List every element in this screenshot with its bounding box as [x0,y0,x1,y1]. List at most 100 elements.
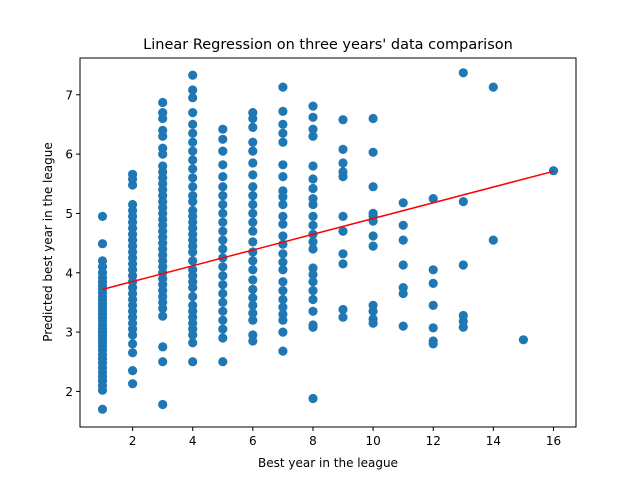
data-point [368,182,378,192]
data-point [338,172,348,182]
data-point [248,191,258,201]
data-point [308,294,318,305]
data-point [218,357,228,367]
data-point [158,303,168,313]
data-point [248,170,258,180]
data-point [308,211,318,221]
data-point [338,115,348,125]
data-point [278,327,288,337]
data-point [278,160,288,170]
data-point [188,93,198,103]
y-axis-label: Predicted best year in the league [41,142,55,341]
y-tick-label: 5 [65,207,73,221]
data-point [308,101,318,111]
data-point [278,286,288,296]
data-point [278,315,288,325]
data-point [278,257,288,267]
data-point [368,318,378,328]
y-axis-ticks: 2 3 4 5 6 7 [65,88,80,399]
data-point [278,219,288,229]
data-point [218,172,228,182]
data-point [488,235,498,245]
data-point [308,183,318,194]
data-point [278,346,288,356]
data-point [248,217,258,227]
data-point [338,312,348,322]
data-point [308,244,318,254]
data-point [158,342,168,352]
data-point [248,275,258,285]
data-point [278,231,288,241]
data-point [398,260,408,270]
data-point [368,147,378,157]
data-point [278,294,288,305]
data-point [158,113,168,124]
x-tick-label: 6 [249,434,257,448]
data-point [398,198,408,208]
data-point [218,244,228,254]
x-tick-label: 12 [426,434,441,448]
data-point [338,211,348,221]
data-point [308,199,318,210]
data-point [188,155,198,165]
data-point [458,260,468,270]
data-point [128,366,138,376]
data-point [518,335,529,345]
regression-line [102,170,554,291]
data-point [338,158,348,168]
data-point [308,286,318,296]
data-point [248,146,258,156]
data-point [218,324,228,334]
data-point [488,82,498,92]
data-point [368,306,378,316]
data-point [248,336,258,346]
data-point [188,256,198,266]
data-point [308,263,318,273]
data-point [188,70,198,80]
data-point [308,393,318,404]
data-point [428,323,438,333]
data-point [428,194,438,204]
data-point [308,322,318,332]
data-point [308,277,318,287]
axes-frame [79,57,577,428]
data-point [158,97,168,108]
data-point [158,311,168,321]
data-point [218,124,228,134]
data-point [128,180,138,190]
data-point [128,379,138,389]
data-point [308,174,318,184]
data-point [428,339,438,349]
data-point [458,68,468,78]
data-point [128,348,138,358]
data-point [97,239,108,249]
data-point [368,231,378,241]
data-point [308,237,318,247]
data-point [188,85,198,95]
data-point [458,322,468,332]
data-point [248,137,258,147]
data-point [368,113,378,124]
data-point [128,330,138,340]
data-point [278,106,288,116]
data-point [548,166,559,176]
data-point [218,235,228,245]
data-point [218,288,228,299]
x-tick-label: 4 [189,434,197,448]
x-tick-label: 10 [365,434,380,448]
x-tick-label: 16 [546,434,561,448]
data-point [158,131,168,141]
data-point [188,357,198,367]
data-point [188,330,198,340]
data-point [278,137,288,147]
data-point [218,280,228,290]
data-point [97,404,108,414]
data-point [188,164,198,174]
data-point [218,134,228,144]
plot-area [97,68,559,414]
data-point [188,197,198,207]
data-point [188,146,198,156]
data-point [188,137,198,147]
